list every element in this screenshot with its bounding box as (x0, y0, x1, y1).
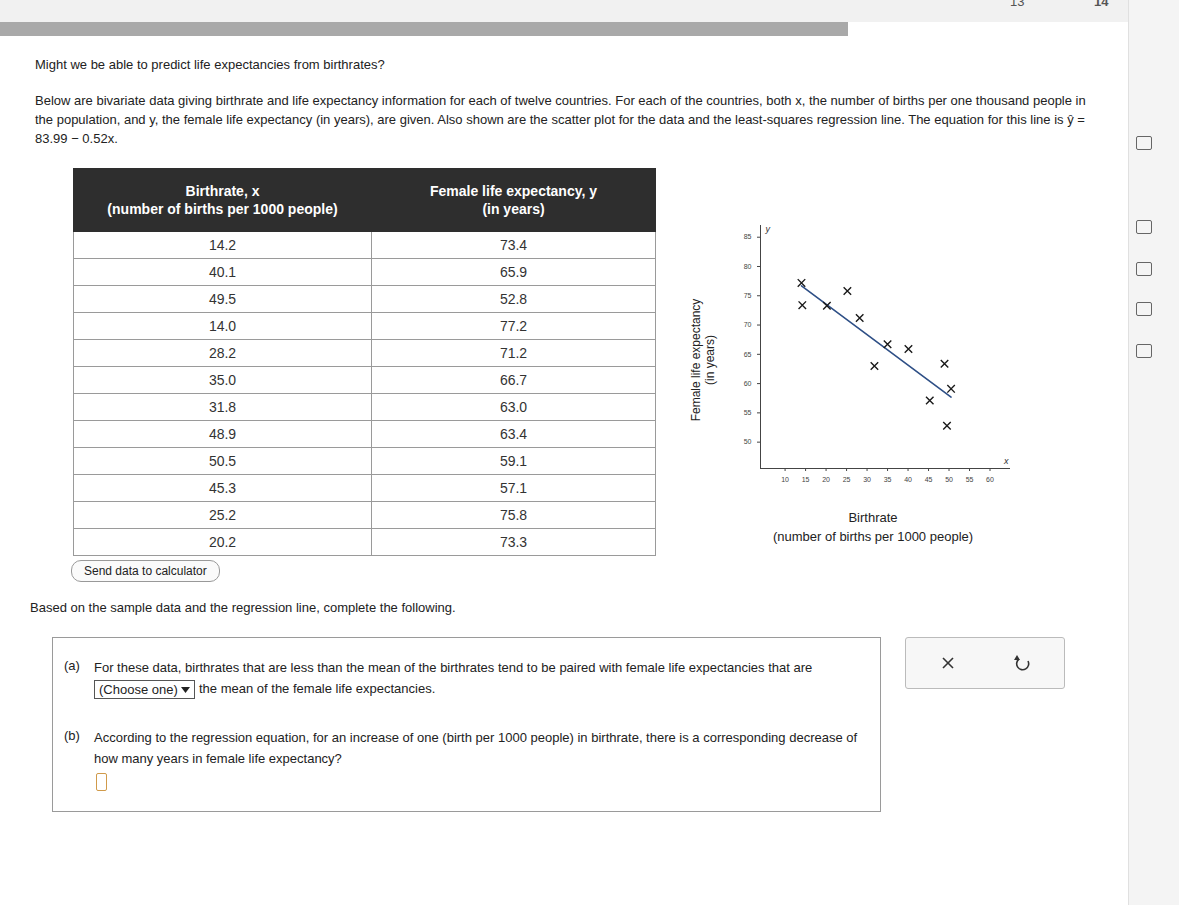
html-text:20.2: 20.2 (208, 534, 237, 550)
html-text:(in years): (in years) (482, 201, 545, 217)
html-text:63.0: 63.0 (499, 399, 528, 415)
svg-text:25: 25 (843, 476, 851, 483)
svg-text:15: 15 (802, 476, 810, 483)
html-text:For these data, birthrates tha: For these data, birthrates that are less… (94, 660, 813, 675)
svg-text:10: 10 (781, 476, 789, 483)
svg-text:65: 65 (744, 351, 752, 358)
html-text:73.3: 73.3 (499, 534, 528, 550)
html-text:71.2: 71.2 (499, 345, 528, 361)
html-text:35.0: 35.0 (208, 372, 237, 388)
html-text:45.3: 45.3 (208, 480, 237, 496)
svg-text:20: 20 (822, 476, 830, 483)
html-text:Might we be able to predict li: Might we be able to predict life expecta… (35, 57, 385, 72)
svg-text:70: 70 (744, 321, 752, 328)
svg-text:55: 55 (966, 476, 974, 483)
svg-text:x: x (1003, 456, 1009, 466)
html-text:77.2: 77.2 (499, 318, 528, 334)
svg-text:50: 50 (744, 438, 752, 445)
html-text:48.9: 48.9 (208, 426, 237, 442)
html-text:25.2: 25.2 (208, 507, 237, 523)
html-text:57.1: 57.1 (499, 480, 528, 496)
html-text:Female life expectancy: Female life expectancy (689, 298, 703, 422)
svg-text:60: 60 (986, 476, 994, 483)
html-text:(in years): (in years) (703, 335, 717, 385)
html-text:14.0: 14.0 (208, 318, 237, 334)
html-text:28.2: 28.2 (208, 345, 237, 361)
svg-text:35: 35 (884, 476, 892, 483)
html-text:(number of births per 1000 peo: (number of births per 1000 people) (107, 201, 338, 217)
html-text:(b): (b) (64, 728, 80, 743)
html-text:(Choose one): (Choose one) (99, 682, 182, 698)
html-text:63.4: 63.4 (499, 426, 528, 442)
svg-text:85: 85 (744, 233, 752, 240)
html-text:59.1: 59.1 (499, 453, 528, 469)
html-text:65.9: 65.9 (499, 264, 528, 280)
svg-text:80: 80 (744, 263, 752, 270)
html-text:50.5: 50.5 (208, 453, 237, 469)
svg-text:30: 30 (863, 476, 871, 483)
svg-text:50: 50 (945, 476, 953, 483)
html-text:Send data to calculator: Send data to calculator (84, 564, 207, 578)
html-text:Based on the sample data and t: Based on the sample data and the regress… (30, 600, 456, 615)
svg-text:y: y (765, 224, 771, 234)
html-text:Below are bivariate data givin: Below are bivariate data giving birthrat… (35, 93, 1086, 146)
html-text:49.5: 49.5 (208, 291, 237, 307)
html-text:Female life expectancy, y: Female life expectancy, y (430, 183, 597, 199)
html-text:52.8: 52.8 (499, 291, 528, 307)
svg-text:75: 75 (744, 292, 752, 299)
html-text:31.8: 31.8 (208, 399, 237, 415)
html-text:73.4: 73.4 (499, 237, 528, 253)
html-text:75.8: 75.8 (499, 507, 528, 523)
html-text:Birthrate: Birthrate (848, 510, 898, 525)
svg-text:60: 60 (744, 380, 752, 387)
svg-text:45: 45 (925, 476, 933, 483)
svg-text:40: 40 (904, 476, 912, 483)
html-text:40.1: 40.1 (208, 264, 237, 280)
html-text:(a): (a) (64, 658, 80, 673)
html-text:the mean of the female life ex: the mean of the female life expectancies… (195, 681, 436, 696)
html-text:66.7: 66.7 (499, 372, 528, 388)
html-text:(number of births per 1000 peo: (number of births per 1000 people) (772, 529, 974, 544)
html-text:According to the regression eq: According to the regression equation, fo… (94, 730, 858, 766)
html-text:Birthrate, x: Birthrate, x (185, 183, 260, 199)
svg-text:55: 55 (744, 409, 752, 416)
html-text:14.2: 14.2 (208, 237, 237, 253)
